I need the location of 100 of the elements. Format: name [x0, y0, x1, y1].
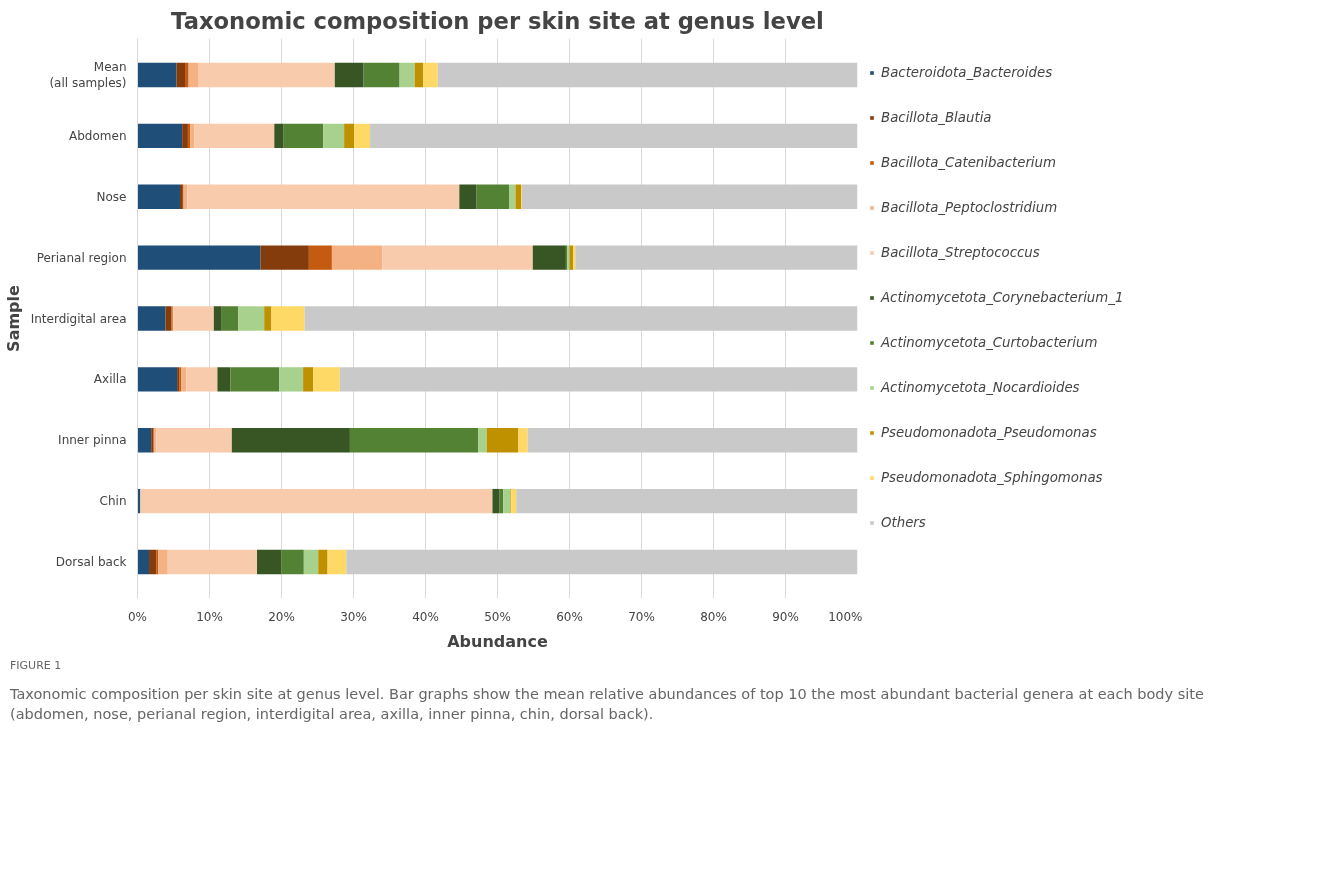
- bar: [158, 549, 168, 575]
- bar: [140, 488, 493, 514]
- x-tick-label: 30%: [340, 609, 367, 624]
- bar: [339, 367, 858, 392]
- bar: [414, 62, 424, 88]
- bar: [399, 62, 415, 88]
- caption: FIGURE 1: [10, 658, 62, 674]
- bar: [181, 367, 187, 392]
- y-tick-label: Chin: [99, 494, 127, 509]
- bar: [194, 123, 275, 149]
- x-tick-label: 40%: [412, 609, 439, 624]
- x-tick-label: 20%: [268, 609, 295, 624]
- bar: [137, 306, 166, 331]
- bar: [149, 549, 157, 575]
- bar: [303, 367, 314, 392]
- bar: [331, 245, 383, 270]
- bar: [573, 245, 576, 270]
- bar: [279, 367, 304, 392]
- bar: [173, 306, 214, 331]
- bar: [532, 245, 566, 270]
- x-tick-label: 50%: [484, 609, 511, 624]
- y-tick-label: Inner pinna: [58, 433, 127, 448]
- bar: [437, 62, 858, 88]
- bar: [213, 306, 222, 331]
- legend-label: Pseudomonadota_Pseudomonas: [881, 425, 1097, 440]
- bar: [217, 367, 231, 392]
- bar: [516, 488, 858, 514]
- x-tick-label: 0%: [127, 609, 148, 624]
- bar: [521, 184, 858, 209]
- bar: [492, 488, 500, 514]
- bar: [186, 367, 218, 392]
- bar: [511, 488, 517, 514]
- bar: [323, 123, 345, 149]
- bar: [459, 184, 477, 209]
- bar: [515, 184, 522, 209]
- bar: [230, 367, 280, 392]
- bar: [238, 306, 265, 331]
- text: Taxonomic composition per skin site at genus level. Bar graphs show the mean relative abundances of top 10 the most abundant bacterial genera at each body site (abdomen, nose, perianal region, interdigital area, axilla, inner pinna, chin, dorsal back).: [10, 684, 1205, 725]
- y-tick-label: Dorsal back: [55, 554, 127, 569]
- legend-label: Actinomycetota_Curtobacterium: [881, 335, 1098, 350]
- x-tick-label: 10%: [196, 609, 223, 624]
- legend-label: Bacillota_Catenibacterium: [881, 155, 1057, 170]
- bar: [344, 123, 355, 149]
- bar: [349, 428, 479, 453]
- legend-label: Pseudomonadota_Sphingomonas: [881, 470, 1103, 485]
- bar: [304, 306, 858, 331]
- bar: [187, 184, 460, 209]
- bar: [137, 62, 177, 88]
- x-tick-label: 100%: [828, 609, 863, 624]
- y-tick-label: Interdigital area: [30, 311, 127, 326]
- bar: [137, 245, 261, 270]
- bar: [308, 245, 332, 270]
- bar: [346, 549, 858, 575]
- bar: [190, 123, 195, 149]
- bar: [188, 62, 199, 88]
- bar: [476, 184, 510, 209]
- y-axis-title: Sample: [3, 284, 23, 352]
- bar: [187, 123, 191, 149]
- bar: [137, 367, 178, 392]
- bar: [318, 549, 328, 575]
- bar: [283, 123, 324, 149]
- bar: [156, 549, 159, 575]
- legend-label: Actinomycetota_Corynebacterium_1: [881, 290, 1124, 305]
- bar: [156, 428, 232, 453]
- bar: [575, 245, 858, 270]
- y-tick-label: Nose: [96, 189, 127, 204]
- bar: [137, 549, 150, 575]
- y-tick-label: Perianal region: [36, 250, 127, 265]
- bar: [327, 549, 347, 575]
- x-tick-label: 80%: [700, 609, 727, 624]
- bar: [264, 306, 272, 331]
- bar: [274, 123, 284, 149]
- bar: [363, 62, 400, 88]
- x-axis-title: Abundance: [447, 631, 548, 651]
- bar: [518, 428, 528, 453]
- bar: [271, 306, 305, 331]
- bar: [503, 488, 511, 514]
- bar: [221, 306, 239, 331]
- bar: [185, 62, 189, 88]
- x-tick-label: 70%: [628, 609, 655, 624]
- bar: [334, 62, 364, 88]
- bar: [137, 428, 152, 453]
- bar: [231, 428, 350, 453]
- bar: [354, 123, 371, 149]
- y-tick-label: Axilla: [93, 372, 127, 387]
- legend-label: Bacteroidota_Bacteroides: [881, 65, 1053, 80]
- bar: [260, 245, 309, 270]
- legend-label: Others: [881, 515, 926, 530]
- bar: [509, 184, 516, 209]
- legend-label: Actinomycetota_Nocardioides: [881, 380, 1080, 395]
- bar: [257, 549, 282, 575]
- chart-title: Taxonomic composition per skin site at genus level: [171, 7, 824, 34]
- bar: [167, 549, 258, 575]
- bar: [527, 428, 858, 453]
- bar: [137, 123, 183, 149]
- bar: [370, 123, 858, 149]
- bar: [486, 428, 519, 453]
- bar: [281, 549, 304, 575]
- bar: [182, 123, 188, 149]
- bar: [198, 62, 335, 88]
